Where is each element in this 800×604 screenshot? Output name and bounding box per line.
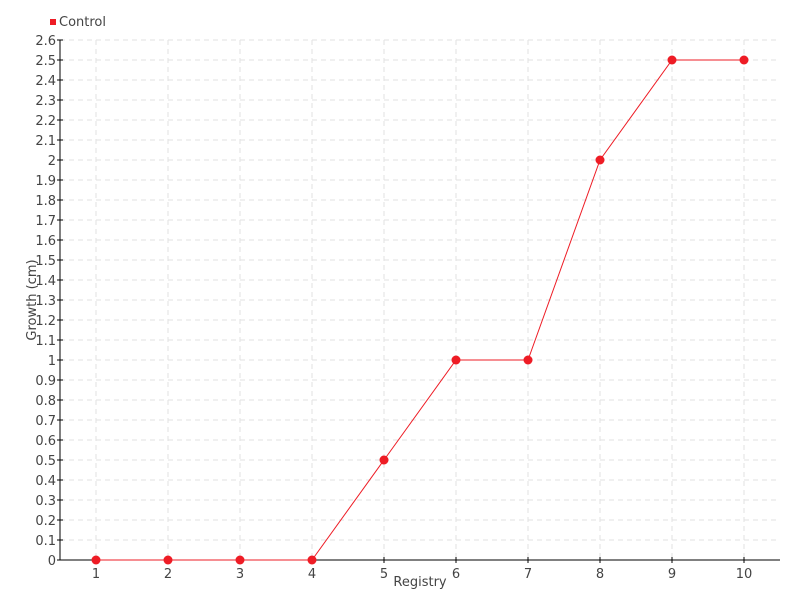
legend-label: Control (59, 15, 106, 30)
data-point (451, 355, 461, 365)
x-tick-label: 9 (668, 567, 676, 582)
x-tick-label: 2 (164, 567, 172, 582)
x-tick-label: 4 (308, 567, 316, 582)
series-line (96, 59, 744, 561)
y-tick-label: 1.8 (35, 194, 56, 209)
y-tick-label: 0.7 (35, 414, 56, 429)
y-tick-label: 2.5 (35, 54, 56, 69)
x-tick-label: 5 (380, 567, 388, 582)
y-tick-label: 0.2 (35, 514, 56, 529)
x-tick-label: 7 (524, 567, 532, 582)
x-tick-label: 1 (92, 567, 100, 582)
data-point (307, 555, 317, 565)
y-tick-label: 1 (48, 354, 56, 369)
y-tick-label: 0.5 (35, 454, 56, 469)
y-tick-label: 0.4 (35, 474, 56, 489)
data-point (523, 355, 533, 365)
data-point (379, 455, 389, 465)
data-point (235, 555, 245, 565)
y-tick-label: 0.6 (35, 434, 56, 449)
x-tick-label: 10 (736, 567, 753, 582)
y-tick-label: 2.4 (35, 74, 56, 89)
y-tick-label: 0.1 (35, 534, 56, 549)
x-tick-label: 3 (236, 567, 244, 582)
y-tick-label: 0.9 (35, 374, 56, 389)
y-tick-label: 1.9 (35, 174, 56, 189)
y-tick-label: 0 (48, 554, 56, 569)
y-tick-label: 0.8 (35, 394, 56, 409)
data-point (739, 55, 749, 65)
y-tick-label: 1.7 (35, 214, 56, 229)
data-point (667, 55, 677, 65)
y-tick-label: 2.2 (35, 114, 56, 129)
y-tick-label: 1.2 (35, 314, 56, 329)
y-tick-label: 1.3 (35, 294, 56, 309)
data-point (91, 555, 101, 565)
x-axis-label: Registry (393, 575, 447, 590)
y-tick-label: 2.1 (35, 134, 56, 149)
y-tick-label: 2.6 (35, 34, 56, 49)
y-tick-label: 0.3 (35, 494, 56, 509)
y-tick-label: 2 (48, 154, 56, 169)
y-tick-label: 1.5 (35, 254, 56, 269)
x-tick-label: 8 (596, 567, 604, 582)
y-axis-label: Growth (cm) (25, 259, 40, 340)
grid (60, 39, 780, 560)
y-tick-label: 1.4 (35, 274, 56, 289)
y-tick-label: 1.1 (35, 334, 56, 349)
axes: 0 0.1 0.2 0.3 0.4 0.5 0.6 0.7 0.8 0.9 1 1.1 1.2 1.3 1.… (35, 34, 780, 582)
data-point (163, 555, 173, 565)
legend-swatch (50, 19, 56, 25)
y-tick-label: 2.3 (35, 94, 56, 109)
legend[interactable]: Control (50, 15, 106, 30)
series-layer (91, 55, 749, 565)
y-tick-label: 1.6 (35, 234, 56, 249)
x-tick-label: 6 (452, 567, 460, 582)
data-point (595, 155, 605, 165)
